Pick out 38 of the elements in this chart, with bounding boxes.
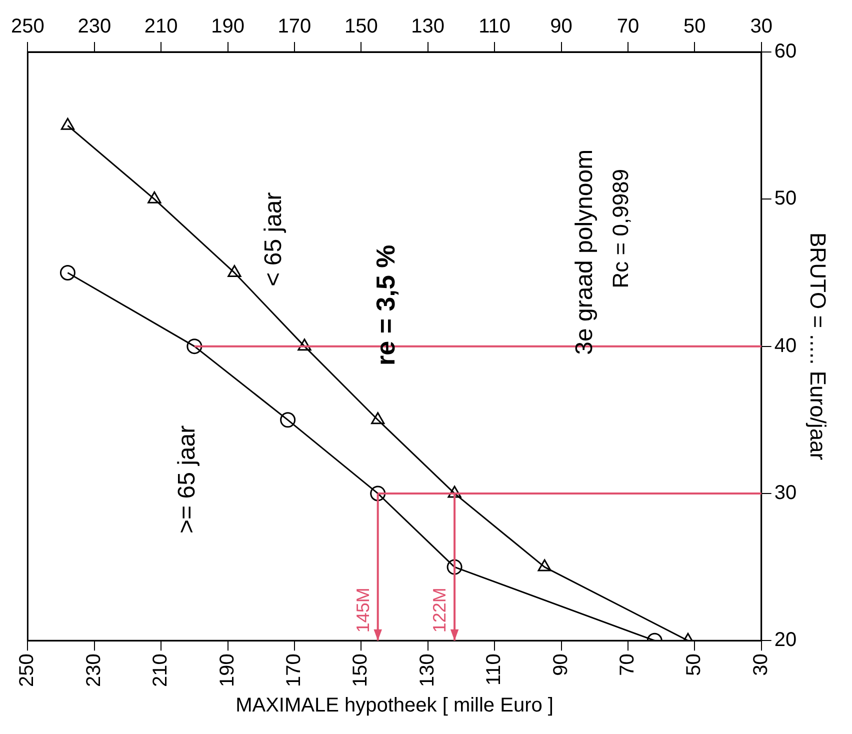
x2-tick-label: 190 (216, 654, 238, 688)
x2-tick-label: 110 (483, 654, 506, 686)
x2-tick-label: 70 (616, 654, 638, 676)
x-tick-label: 90 (550, 16, 572, 38)
annotation: Rc = 0,9989 (608, 168, 634, 288)
x2-tick-label: 230 (82, 654, 105, 688)
x2-tick-label: 210 (150, 654, 172, 688)
x2-tick-label: 150 (350, 654, 372, 688)
annotation: 122M (430, 588, 450, 633)
x2-tick-label: 170 (282, 654, 305, 688)
annotation: 145M (352, 588, 373, 633)
x-tick-label: 190 (211, 16, 244, 38)
x-tick-label: 30 (750, 16, 772, 38)
annotation: re = 3,5 % (370, 244, 400, 366)
x-tick-label: 150 (344, 16, 378, 38)
x-tick-label: 230 (78, 16, 112, 38)
text: < 65 jaar (260, 192, 288, 286)
x-tick-label: 250 (10, 16, 44, 38)
y-tick-label: 60 (774, 40, 797, 63)
x-axis-title: MAXIMALE hypotheek [ mille Euro ] (236, 694, 554, 717)
x-tick-label: 110 (478, 16, 511, 38)
annotation: 3e graad polynoom (570, 149, 598, 355)
y-tick-label: 40 (774, 334, 797, 357)
x-tick-label: 170 (278, 16, 312, 38)
text: >= 65 jaar (173, 425, 200, 534)
x-tick-label: 210 (144, 16, 178, 38)
y-tick-label: 50 (774, 188, 797, 210)
x2-tick-label: 50 (683, 654, 706, 676)
x2-tick-label: 30 (750, 654, 772, 676)
y-tick-label: 20 (774, 629, 797, 652)
x-tick-label: 50 (684, 16, 706, 38)
x2-tick-label: 90 (550, 654, 572, 676)
x-tick-label: 70 (616, 16, 640, 38)
x2-tick-label: 130 (416, 654, 438, 688)
x2-tick-label: 250 (16, 654, 38, 688)
x-tick-label: 130 (411, 16, 445, 38)
y-tick-label: 30 (774, 482, 797, 504)
y-axis-title: BRUTO = ..... Euro/jaar (806, 232, 831, 460)
